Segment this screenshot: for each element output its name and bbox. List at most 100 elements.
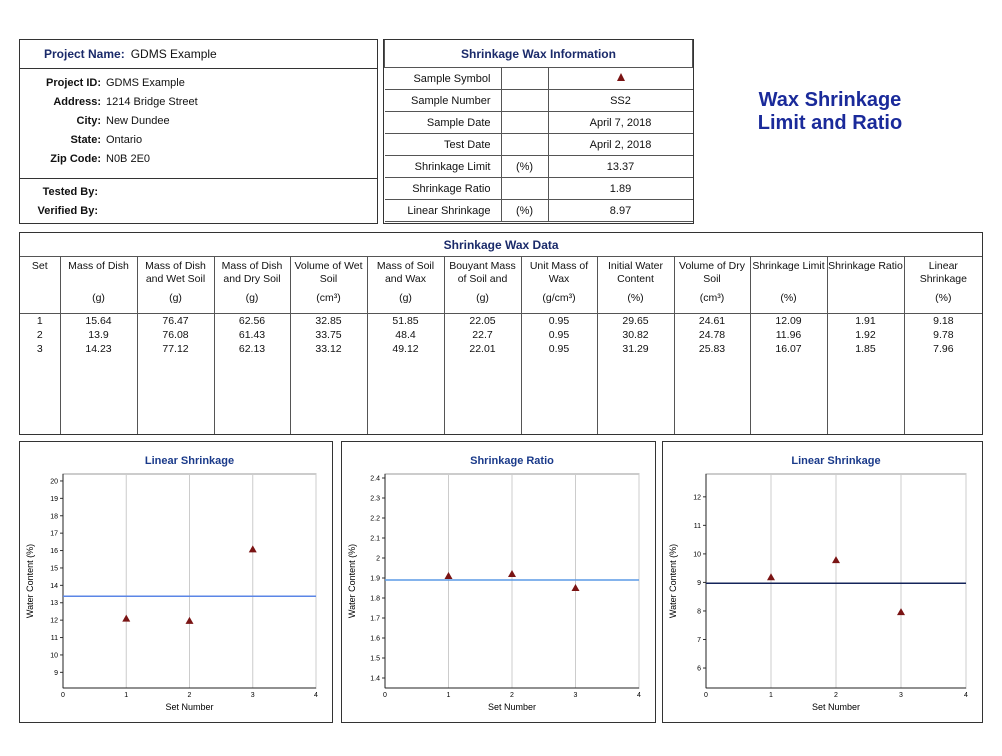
y-tick-label: 17: [50, 531, 58, 538]
cell: 31.29: [596, 342, 674, 356]
y-tick-label: 1.5: [370, 656, 380, 663]
column-unit: (g): [399, 292, 412, 304]
y-tick-label: 1.7: [370, 616, 380, 623]
column-unit: (g): [169, 292, 182, 304]
column-name: Set: [31, 260, 48, 272]
cell: 22.7: [443, 328, 521, 342]
value: April 7, 2018: [547, 111, 693, 134]
row: Shrinkage Ratio 1.89: [384, 177, 693, 200]
cell: 51.85: [366, 313, 444, 328]
cell: 33.75: [289, 328, 367, 342]
cell: [749, 356, 827, 434]
column-name: Bouyant Mass of Soil and: [449, 260, 516, 285]
y-tick-label: 20: [50, 478, 58, 485]
cell: 33.12: [289, 342, 367, 356]
cell: 77.12: [136, 342, 214, 356]
chart-title: Linear Shrinkage: [791, 455, 880, 467]
data-row: 2 13.9 76.08 61.43 33.75 48.4 22.7 0.95 30.82 24.…: [20, 328, 983, 342]
label: Test Date: [384, 133, 502, 156]
x-tick-label: 1: [447, 692, 451, 699]
row: Shrinkage Limit (%) 13.37: [384, 155, 693, 178]
x-tick-label: 0: [61, 692, 65, 699]
cell: [443, 356, 521, 434]
label: Shrinkage Limit: [384, 155, 502, 178]
y-tick-label: 11: [694, 523, 701, 530]
y-axis-label: Water Content (%): [25, 544, 35, 618]
signoff-label: Verified By:: [37, 205, 98, 217]
x-tick-label: 0: [704, 692, 708, 699]
project-info: Project Name: GDMS Example Project ID: GDMS…: [19, 39, 378, 224]
value: 1.89: [547, 177, 693, 200]
cell: [366, 356, 444, 434]
header-cell: Mass of Dish and Dry Soil (g): [213, 256, 290, 314]
column-name: Shrinkage Limit: [752, 260, 825, 272]
cell: [520, 356, 597, 434]
value: Ontario: [106, 134, 143, 146]
cell: 7.96: [903, 342, 983, 356]
label: Project ID:: [45, 77, 101, 89]
table: Shrinkage Wax Data Set Mass of Dish (g) Mass…: [20, 233, 983, 434]
cell: [596, 356, 674, 434]
cell: 1.92: [826, 328, 904, 342]
cell: 76.08: [136, 328, 214, 342]
x-tick-label: 4: [637, 692, 641, 699]
column-name: Mass of Dish and Dry Soil: [221, 260, 283, 285]
label: Zip Code:: [50, 153, 101, 165]
header-cell: Mass of Dish and Wet Soil (g): [136, 256, 214, 314]
cell: 1: [36, 315, 43, 327]
cell: 61.43: [213, 328, 290, 342]
row: Linear Shrinkage (%) 8.97: [384, 199, 693, 222]
title: Shrinkage Wax Information: [384, 40, 693, 68]
label: Shrinkage Ratio: [384, 177, 502, 200]
unit: [500, 111, 549, 134]
field-row: Address: 1214 Bridge Street: [20, 93, 377, 112]
symbol: [616, 73, 625, 81]
fields: Project ID: GDMS Example Address: 1214 Brid…: [20, 69, 377, 179]
header-cell: Initial Water Content (%): [596, 256, 674, 314]
header-cell: Volume of Wet Soil (cm³): [289, 256, 367, 314]
marker: [444, 572, 453, 579]
marker: [122, 614, 131, 622]
row: Sample Number SS2: [384, 89, 693, 112]
value: GDMS Example: [130, 47, 217, 61]
cell: 11.96: [749, 328, 827, 342]
column-unit: (g): [245, 292, 259, 304]
header-cell: Mass of Dish (g): [59, 256, 137, 314]
x-tick-label: 2: [510, 692, 514, 699]
column-unit: (%): [780, 292, 797, 304]
project-name-row: Project Name: GDMS Example: [20, 40, 377, 69]
unit: [500, 177, 549, 200]
value: GDMS Example: [106, 77, 185, 89]
cell: 15.64: [59, 313, 137, 328]
column-unit: (g/cm³): [542, 292, 576, 304]
column-name: Volume of Wet Soil: [294, 260, 363, 285]
label: Sample Date: [384, 111, 502, 134]
y-tick-label: 2.2: [370, 516, 380, 523]
chart-title: Shrinkage Ratio: [470, 455, 554, 467]
cell: 24.61: [673, 313, 750, 328]
heading-line: Wax Shrinkage: [758, 89, 902, 111]
unit: (%): [500, 199, 549, 222]
value: 13.37: [547, 155, 693, 178]
column-name: Volume of Dry Soil: [679, 260, 745, 285]
symbol-icon: [616, 73, 625, 81]
y-tick-label: 9: [697, 580, 701, 587]
unit: (%): [500, 155, 549, 178]
label: Address:: [53, 96, 101, 108]
cell: [673, 356, 750, 434]
chart-title: Linear Shrinkage: [145, 455, 234, 467]
y-tick-label: 7: [697, 637, 701, 644]
column-unit: (%): [935, 292, 952, 304]
x-tick-label: 3: [574, 692, 578, 699]
y-tick-label: 2.1: [370, 536, 380, 543]
y-tick-label: 1.4: [370, 676, 380, 683]
cell: 0.95: [520, 328, 597, 342]
row: Shrinkage Wax Information: [384, 40, 693, 68]
marker: [185, 616, 194, 624]
y-tick-label: 8: [697, 608, 701, 615]
y-tick-label: 12: [50, 618, 58, 625]
cell: [289, 356, 367, 434]
unit: [500, 133, 549, 156]
row: Shrinkage Wax Data: [20, 233, 983, 257]
label: Project Name:: [44, 47, 125, 61]
